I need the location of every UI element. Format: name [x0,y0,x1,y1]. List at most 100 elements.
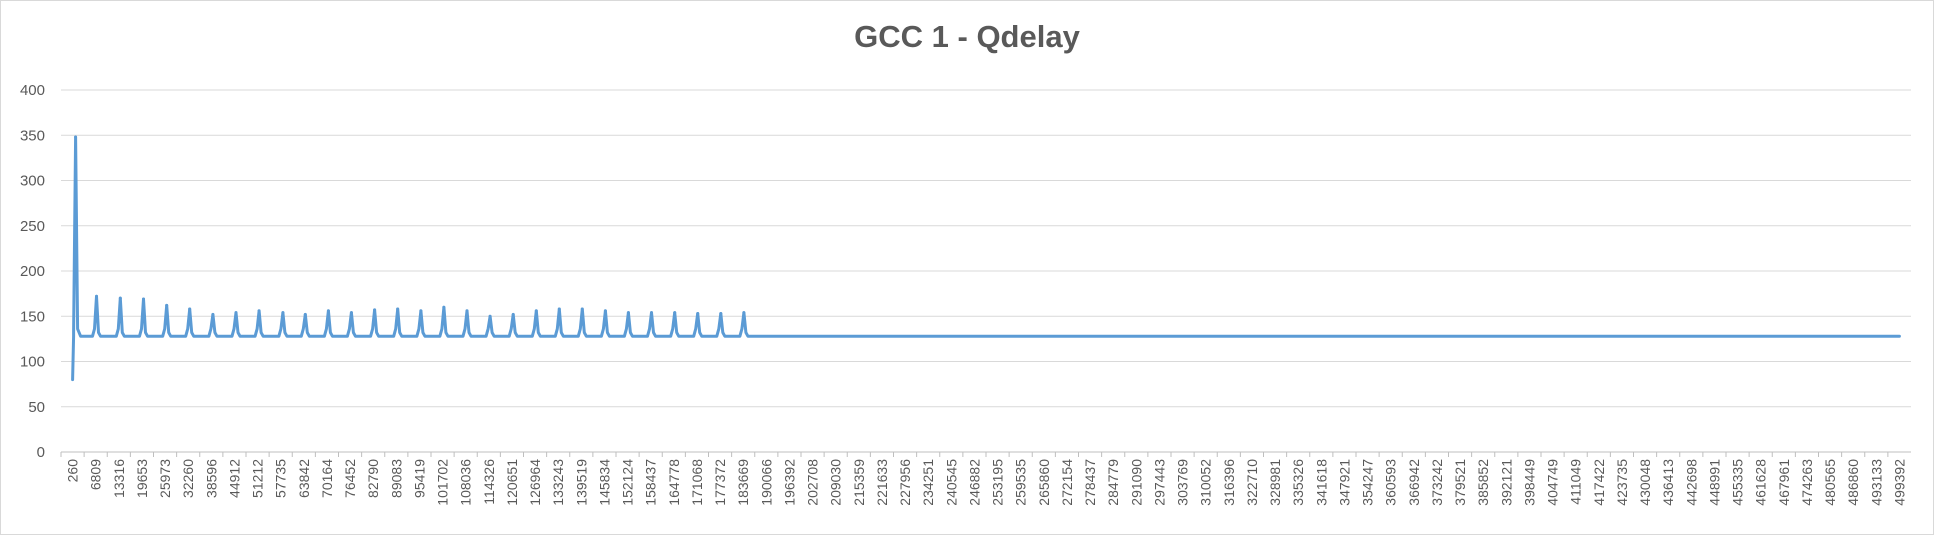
x-tick-label: 259535 [1013,459,1029,506]
y-tick-label: 400 [20,82,45,99]
x-tick-label: 221633 [874,459,890,506]
data-point [557,307,561,311]
x-tick-label: 95419 [411,459,427,498]
x-tick-label: 82790 [365,459,381,498]
data-point [281,311,285,315]
x-tick-label: 13316 [111,459,127,498]
x-tick-label: 51212 [250,459,266,498]
x-tick-label: 335326 [1290,459,1306,506]
x-tick-label: 493133 [1868,459,1884,506]
x-tick-label: 76452 [342,459,358,498]
x-tick-label: 227956 [897,459,913,506]
data-point [188,307,192,311]
x-tick-label: 272154 [1059,459,1075,506]
data-point [626,311,630,315]
x-tick-label: 126964 [527,459,543,506]
data-point [419,309,423,313]
data-point [696,312,700,316]
x-tick-label: 253195 [990,459,1006,506]
x-tick-label: 404749 [1545,459,1561,506]
data-point [742,311,746,315]
x-tick-label: 202708 [805,459,821,506]
y-tick-label: 200 [20,263,45,280]
data-point [511,312,515,316]
x-tick-label: 347921 [1336,459,1352,506]
x-tick-label: 120651 [504,459,520,506]
y-tick-label: 350 [20,127,45,144]
data-point [465,309,469,313]
y-tick-label: 0 [37,444,45,461]
x-tick-label: 341618 [1313,459,1329,506]
data-point [650,311,654,315]
x-tick-label: 303769 [1175,459,1191,506]
x-tick-label: 139519 [573,459,589,506]
x-tick-label: 291090 [1128,459,1144,506]
x-tick-label: 260 [65,459,81,483]
data-point [396,307,400,311]
x-tick-label: 158437 [643,459,659,506]
x-tick-label: 25973 [157,459,173,498]
x-tick-label: 316396 [1221,459,1237,506]
x-tick-label: 38596 [203,459,219,498]
x-tick-label: 373242 [1429,459,1445,506]
x-tick-label: 385852 [1475,459,1491,506]
x-tick-label: 284779 [1105,459,1121,506]
data-point [211,312,215,316]
x-tick-label: 177372 [712,459,728,506]
x-tick-label: 63842 [296,459,312,498]
x-tick-label: 57735 [273,459,289,498]
x-tick-label: 89083 [388,459,404,498]
x-tick-label: 411049 [1568,459,1584,505]
x-tick-label: 32260 [180,459,196,498]
data-point [442,305,446,309]
data-point [673,311,677,315]
x-tick-label: 423735 [1614,459,1630,506]
x-tick-label: 322710 [1244,459,1260,506]
data-point [580,307,584,311]
data-point [603,309,607,313]
x-tick-label: 398449 [1521,459,1537,506]
x-tick-label: 379521 [1452,459,1468,506]
x-tick-label: 417422 [1591,459,1607,506]
x-tick-label: 310052 [1198,459,1214,506]
y-axis: 0 50 100 150 200 250 300 350 400 [20,82,45,461]
y-tick-label: 100 [20,354,45,371]
data-point [74,135,78,139]
data-point [719,312,723,316]
data-point [534,309,538,313]
x-tick-label: 430048 [1637,459,1653,506]
y-tick-label: 250 [20,218,45,235]
x-tick-label: 486860 [1845,459,1861,506]
x-tick-label: 44912 [226,459,242,498]
x-tick-label: 297443 [1151,459,1167,506]
x-tick-label: 164778 [666,459,682,506]
data-point [326,309,330,313]
x-tick-label: 240545 [943,459,959,506]
data-point [488,314,492,318]
x-tick-label: 19653 [134,459,150,498]
data-point [95,294,99,298]
x-tick-label: 114326 [481,459,497,505]
x-tick-label: 196392 [781,459,797,506]
x-tick-label: 215359 [851,459,867,506]
x-tick-label: 442698 [1683,459,1699,506]
x-tick-label: 467961 [1776,459,1792,506]
x-tick-label: 480565 [1822,459,1838,506]
gridlines [61,89,1911,453]
series-qdelay [71,135,1901,382]
x-tick-label: 183669 [735,459,751,506]
x-tick-label: 392121 [1498,459,1514,506]
x-tick-label: 436413 [1660,459,1676,506]
x-tick-label: 265860 [1036,459,1052,506]
x-tick-label: 448991 [1706,459,1722,506]
data-point [165,303,169,307]
x-tick-label: 354247 [1360,459,1376,506]
y-tick-label: 50 [28,399,45,416]
data-point [118,296,122,300]
x-tick-label: 70164 [319,459,335,498]
x-tick-label: 152124 [620,459,636,506]
x-tick-label: 145834 [596,459,612,506]
x-tick-label: 328981 [1267,459,1283,506]
